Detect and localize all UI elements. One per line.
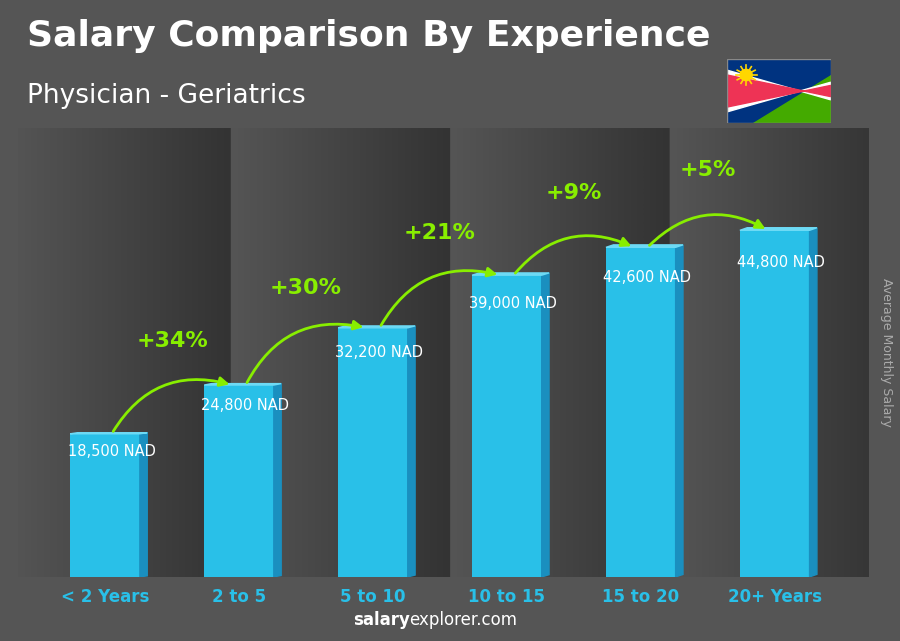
Polygon shape <box>753 75 831 123</box>
Polygon shape <box>727 59 831 123</box>
FancyArrowPatch shape <box>381 269 494 326</box>
Polygon shape <box>472 273 549 275</box>
Polygon shape <box>810 228 817 577</box>
Text: +9%: +9% <box>545 183 602 203</box>
Polygon shape <box>542 273 549 577</box>
Polygon shape <box>676 245 683 577</box>
Polygon shape <box>140 433 148 577</box>
Text: +21%: +21% <box>404 223 476 243</box>
FancyArrowPatch shape <box>516 236 629 273</box>
Text: +30%: +30% <box>270 278 342 298</box>
Text: explorer.com: explorer.com <box>410 612 518 629</box>
Circle shape <box>740 69 752 81</box>
Bar <box>606 247 676 577</box>
Polygon shape <box>274 383 281 577</box>
FancyArrowPatch shape <box>113 378 227 431</box>
Polygon shape <box>338 326 415 328</box>
FancyArrowPatch shape <box>247 321 361 383</box>
Polygon shape <box>408 326 415 577</box>
Text: 39,000 NAD: 39,000 NAD <box>470 296 557 312</box>
Polygon shape <box>740 228 817 230</box>
Polygon shape <box>727 70 831 112</box>
Polygon shape <box>606 245 683 247</box>
Text: 18,500 NAD: 18,500 NAD <box>68 444 156 459</box>
Bar <box>472 275 542 577</box>
Text: Physician - Geriatrics: Physician - Geriatrics <box>27 83 306 110</box>
FancyArrowPatch shape <box>650 215 763 246</box>
Text: salary: salary <box>353 612 410 629</box>
Text: 42,600 NAD: 42,600 NAD <box>603 271 691 285</box>
Text: +5%: +5% <box>680 160 736 181</box>
Polygon shape <box>70 433 148 434</box>
Bar <box>204 385 274 577</box>
Text: 32,200 NAD: 32,200 NAD <box>336 345 423 360</box>
Text: Average Monthly Salary: Average Monthly Salary <box>880 278 893 427</box>
Polygon shape <box>204 383 281 385</box>
Bar <box>740 230 810 577</box>
Text: 24,800 NAD: 24,800 NAD <box>202 399 290 413</box>
Bar <box>338 328 408 577</box>
Text: +34%: +34% <box>136 331 208 351</box>
Text: 44,800 NAD: 44,800 NAD <box>737 254 825 270</box>
Text: Salary Comparison By Experience: Salary Comparison By Experience <box>27 19 710 53</box>
Polygon shape <box>727 75 831 107</box>
Bar <box>70 434 140 577</box>
